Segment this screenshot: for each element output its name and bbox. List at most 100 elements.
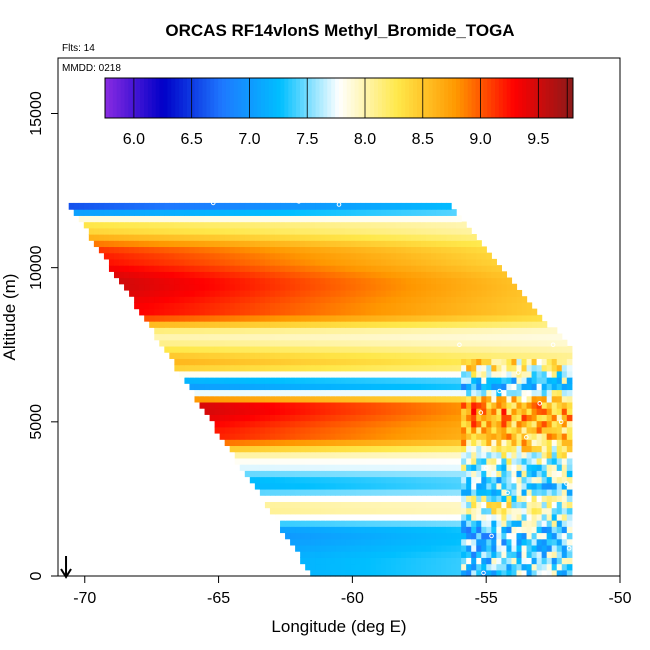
heatmap-cell — [164, 296, 170, 304]
heatmap-cell — [335, 569, 341, 577]
heatmap-cell — [521, 563, 528, 571]
heatmap-cell — [471, 451, 477, 459]
heatmap-cell — [204, 370, 211, 378]
heatmap-cell — [320, 451, 326, 459]
heatmap-cell — [269, 277, 276, 285]
heatmap-cell — [365, 551, 372, 558]
heatmap-cell — [179, 221, 186, 229]
heatmap-cell — [521, 414, 528, 422]
heatmap-cell — [254, 377, 261, 384]
heatmap-cell — [375, 451, 382, 459]
heatmap-cell — [325, 532, 331, 540]
heatmap-cell — [330, 308, 336, 316]
heatmap-cell — [179, 289, 186, 297]
heatmap-cell — [526, 352, 533, 359]
heatmap-cell — [355, 520, 362, 527]
heatmap-cell — [441, 364, 447, 372]
heatmap-cell — [340, 513, 347, 521]
colorbar-segment — [358, 78, 363, 118]
heatmap-cell — [274, 221, 281, 229]
heatmap-cell — [219, 283, 226, 291]
heatmap-cell — [350, 352, 357, 359]
heatmap-cell — [526, 395, 533, 403]
heatmap-cell — [285, 271, 291, 279]
heatmap-cell — [350, 520, 357, 527]
heatmap-cell — [521, 464, 528, 471]
heatmap-cell — [395, 420, 402, 428]
heatmap-cell — [350, 339, 357, 347]
heatmap-cell — [325, 439, 331, 447]
heatmap-cell — [244, 240, 251, 248]
heatmap-cell — [405, 358, 412, 366]
heatmap-cell — [566, 532, 573, 540]
heatmap-cell — [481, 520, 487, 527]
heatmap-cell — [315, 408, 321, 415]
heatmap-cell — [315, 246, 321, 254]
heatmap-cell — [511, 488, 518, 496]
heatmap-cell — [430, 327, 437, 335]
heatmap-cell — [395, 234, 402, 241]
heatmap-cell — [400, 246, 407, 254]
heatmap-cell — [315, 345, 321, 353]
heatmap-cell — [274, 308, 281, 316]
heatmap-cell — [451, 451, 457, 459]
heatmap-cell — [320, 507, 326, 515]
heatmap-cell — [360, 544, 367, 552]
heatmap-cell — [194, 383, 201, 391]
heatmap-cell — [315, 358, 321, 366]
heatmap-cell — [295, 476, 301, 484]
heatmap-cell — [451, 445, 457, 453]
heatmap-cell — [501, 470, 508, 478]
heatmap-cell — [204, 408, 211, 415]
heatmap-cell — [446, 395, 452, 403]
heatmap-cell — [561, 389, 568, 397]
heatmap-cell — [410, 520, 417, 527]
heatmap-cell — [113, 258, 120, 266]
heatmap-cell — [456, 283, 462, 291]
heatmap-cell — [184, 327, 191, 335]
heatmap-cell — [501, 370, 508, 378]
heatmap-cell — [400, 240, 407, 248]
heatmap-cell — [425, 445, 432, 453]
heatmap-cell — [561, 426, 568, 434]
heatmap-cell — [350, 501, 357, 509]
heatmap-cell — [189, 283, 196, 291]
heatmap-cell — [551, 464, 558, 471]
heatmap-cell — [430, 501, 437, 509]
heatmap-cell — [526, 445, 533, 453]
heatmap-cell — [486, 414, 492, 422]
heatmap-cell — [290, 308, 296, 316]
heatmap-cell — [446, 327, 452, 335]
heatmap-cell — [451, 308, 457, 316]
sample-point — [564, 481, 569, 486]
heatmap-cell — [506, 464, 513, 471]
heatmap-cell — [320, 445, 326, 453]
colorbar-segment — [510, 78, 515, 118]
heatmap-cell — [400, 563, 407, 571]
heatmap-cell — [481, 252, 487, 260]
heatmap-cell — [209, 271, 216, 279]
heatmap-cell — [395, 327, 402, 335]
heatmap-cell — [531, 370, 538, 378]
heatmap-cell — [259, 302, 266, 310]
heatmap-cell — [239, 420, 246, 428]
heatmap-cell — [144, 215, 150, 223]
heatmap-cell — [420, 426, 427, 434]
heatmap-cell — [486, 302, 492, 310]
heatmap-cell — [385, 420, 392, 428]
heatmap-cell — [159, 314, 165, 322]
heatmap-cell — [315, 420, 321, 428]
heatmap-cell — [269, 345, 276, 353]
heatmap-cell — [144, 227, 150, 235]
heatmap-cell — [476, 507, 482, 515]
heatmap-cell — [405, 432, 412, 440]
heatmap-cells — [68, 202, 573, 577]
sample-point — [550, 342, 556, 348]
heatmap-cell — [375, 209, 382, 216]
heatmap-cell — [229, 209, 236, 216]
heatmap-cell — [300, 271, 306, 279]
heatmap-cell — [496, 333, 502, 341]
heatmap-cell — [561, 377, 568, 384]
heatmap-cell — [300, 314, 306, 322]
heatmap-cell — [375, 557, 382, 565]
